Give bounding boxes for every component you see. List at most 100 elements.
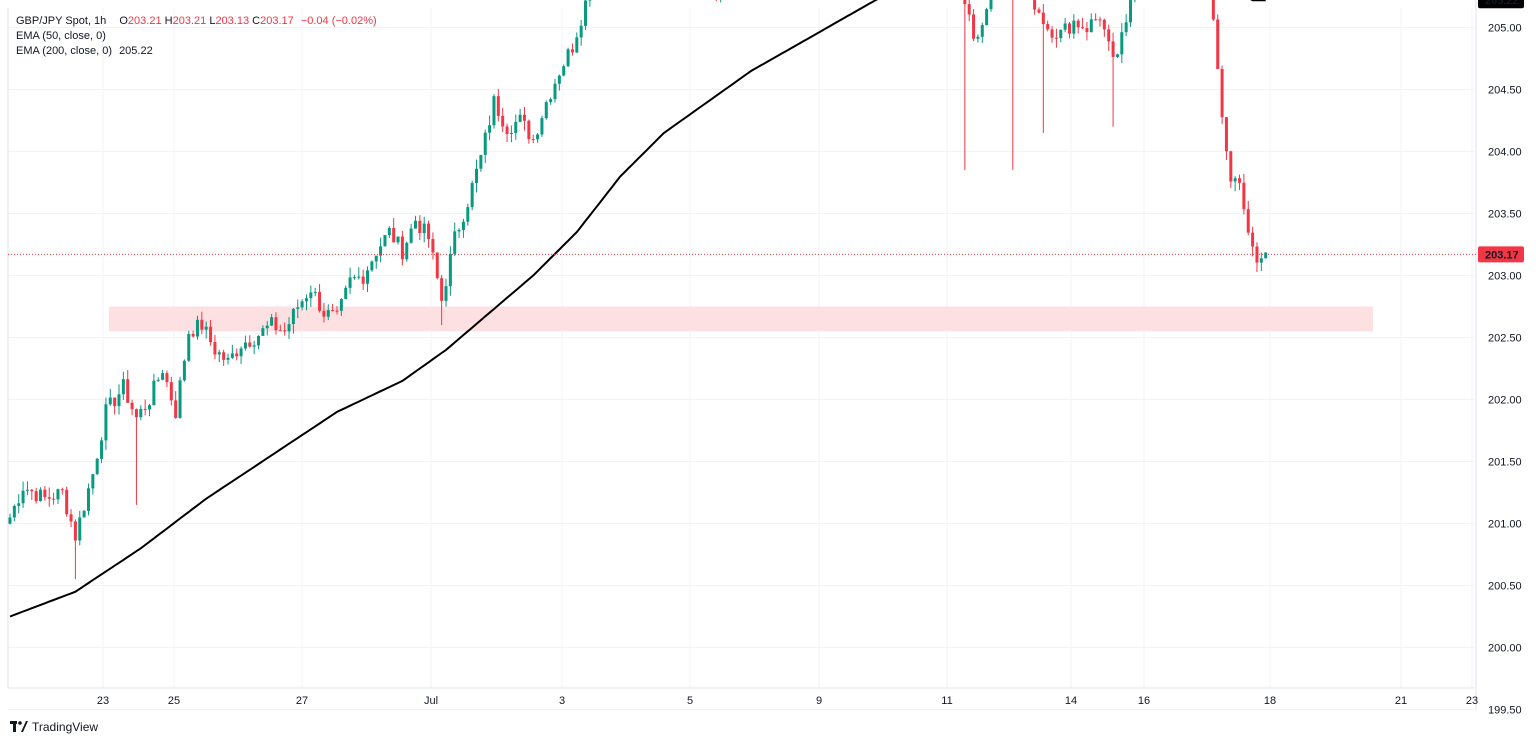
candle-body [169, 382, 173, 401]
candle-body [195, 319, 199, 337]
candle-body [1072, 20, 1076, 34]
candle-body [370, 261, 374, 271]
candle-body [82, 510, 86, 518]
price-tick-label: 203.50 [1488, 209, 1522, 221]
price-tick-label: 203.00 [1488, 271, 1522, 283]
candle-body [1063, 23, 1067, 30]
time-tick-label: 14 [1065, 695, 1077, 707]
candle-body [104, 404, 108, 441]
candle-body [291, 308, 295, 325]
tradingview-wordmark: TradingView [32, 720, 99, 734]
support-zone [109, 306, 1373, 332]
candle-body [130, 402, 134, 410]
candle-body [108, 397, 112, 405]
candle-body [248, 342, 252, 347]
candle-body [274, 317, 278, 331]
candle-body [967, 4, 971, 15]
time-tick-label: 27 [296, 695, 308, 707]
candle-body [470, 183, 474, 208]
candle-body [413, 220, 417, 229]
candle-body [544, 102, 548, 119]
candle-body [396, 236, 400, 243]
candle-body [1216, 19, 1220, 70]
candle-body [409, 228, 413, 243]
support-zone-rect [109, 306, 1373, 332]
time-tick-label: 25 [168, 695, 180, 707]
price-tick-label: 201.50 [1488, 457, 1522, 469]
candle-body [427, 223, 431, 240]
candle-body [501, 115, 505, 127]
candle-body [483, 132, 487, 155]
candle-body [191, 333, 195, 337]
candle-body [326, 310, 330, 317]
candle-body [331, 310, 335, 312]
candle-body [479, 154, 483, 169]
ema200-line [9, 0, 1266, 618]
candle-body [182, 360, 186, 381]
candle-body [187, 333, 191, 361]
time-tick-label: 21 [1395, 695, 1407, 707]
candle-body [12, 505, 16, 518]
candle-body [117, 394, 121, 407]
candle-body [1089, 19, 1093, 33]
candle-body [1220, 69, 1224, 118]
price-tick-label: 199.50 [1488, 705, 1522, 717]
ema50-row[interactable]: EMA (50, close, 0) [16, 29, 377, 44]
candle-body [379, 246, 383, 256]
symbol-row[interactable]: GBP/JPY Spot, 1h O203.21 H203.21 L203.13… [16, 14, 377, 29]
candle-body [579, 25, 583, 38]
candle-body [963, 0, 967, 5]
candle-body [243, 342, 247, 349]
open-label: O [119, 15, 128, 27]
candle-body [357, 276, 361, 278]
candle-body [1111, 41, 1115, 57]
candle-body [549, 99, 553, 103]
candle-body [69, 514, 73, 522]
price-tick-label: 204.00 [1488, 147, 1522, 159]
candle-body [466, 207, 470, 222]
candle-body [322, 310, 326, 317]
candle-body [270, 317, 274, 326]
candle-body [139, 408, 143, 418]
ema200-label: EMA (200, close, 0) [16, 45, 112, 57]
time-tick-label: 16 [1138, 695, 1150, 707]
price-tick-label: 204.50 [1488, 85, 1522, 97]
time-tick-label: 5 [687, 695, 693, 707]
candle-body [475, 168, 479, 184]
candle-body [985, 9, 989, 26]
candle-body [1124, 22, 1128, 33]
candle-body [339, 299, 343, 311]
candle-body [980, 25, 984, 37]
ema50-label: EMA (50, close, 0) [16, 30, 106, 42]
candle-body [313, 291, 317, 293]
candle-body [91, 474, 95, 489]
candle-body [1229, 151, 1233, 182]
candle-body [348, 277, 352, 288]
candle-body [1085, 28, 1089, 33]
high-label: H [164, 15, 173, 27]
candle-body [435, 252, 439, 279]
candle-body [584, 0, 588, 26]
tradingview-branding[interactable]: TradingView [10, 720, 98, 734]
candle-body [265, 325, 269, 329]
candle-body [296, 307, 300, 309]
close-label: C [252, 15, 261, 27]
candle-body [239, 348, 243, 357]
ema200-row[interactable]: EMA (200, close, 0) 205.22 [16, 44, 377, 59]
candle-body [976, 36, 980, 39]
candle-body [287, 324, 291, 332]
candle-body [34, 491, 38, 502]
candle-body [257, 335, 261, 346]
price-tick-label: 205.00 [1488, 23, 1522, 35]
candle-body [1129, 0, 1133, 23]
time-axis[interactable]: 23 25 27 Jul 3 5 9 11 14 16 18 21 23 [97, 695, 1478, 707]
tradingview-logo-icon [10, 721, 28, 733]
candle-body [43, 489, 47, 498]
last-price-badge-label: 203.17 [1485, 249, 1519, 261]
candle-body [527, 120, 531, 140]
candle-body [78, 517, 82, 541]
candle-body [575, 37, 579, 53]
candle-body [536, 134, 540, 140]
price-axis[interactable]: 199.50 200.00 200.50 201.00 201.50 202.00 202.… [1478, 0, 1524, 717]
candle-body [174, 400, 178, 418]
